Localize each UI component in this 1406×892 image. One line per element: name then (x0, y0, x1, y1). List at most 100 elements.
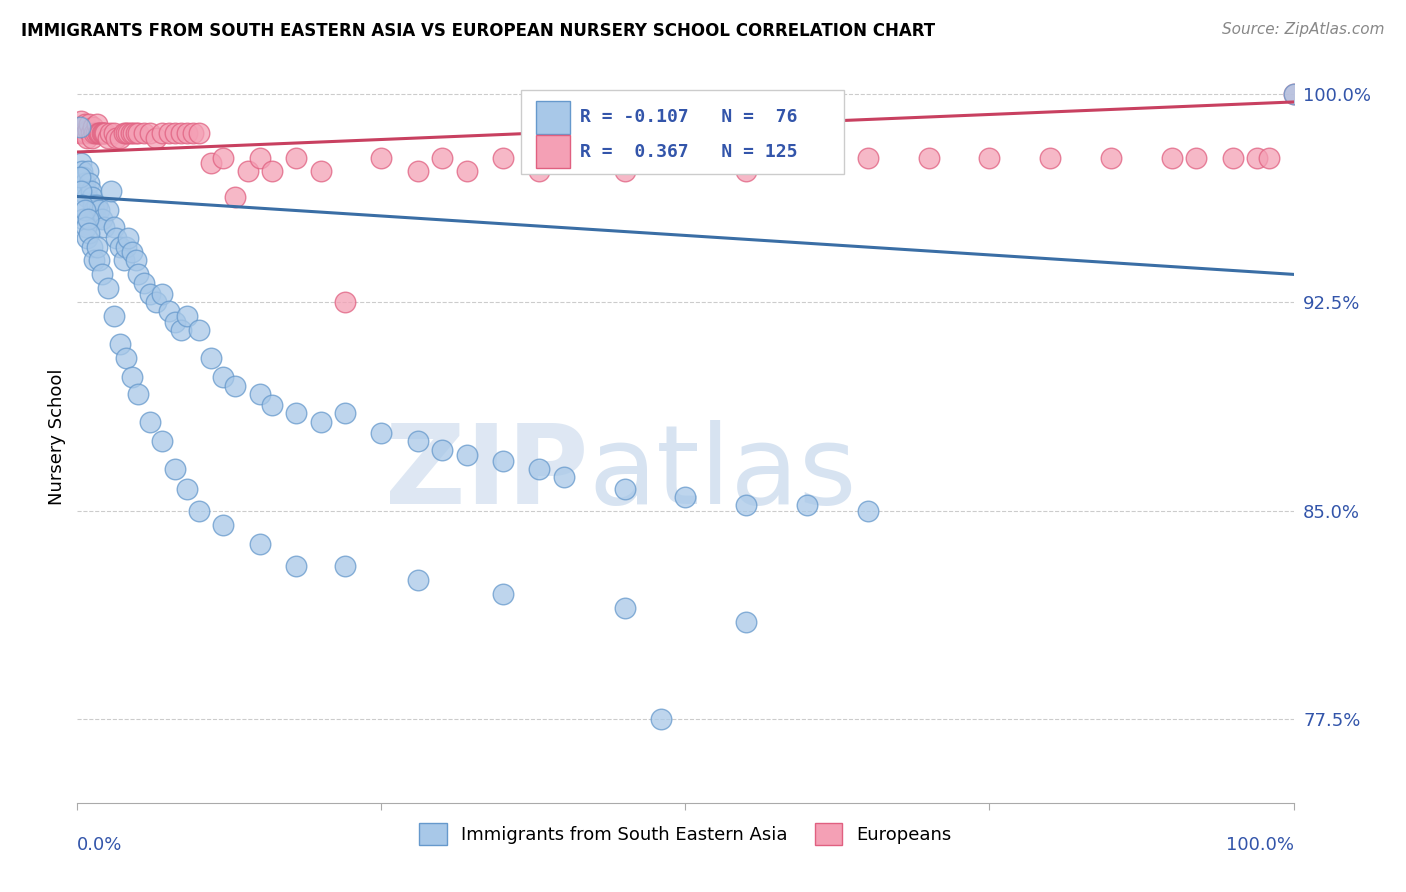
Point (79, 176, 101, 190)
Point (127, 126, 149, 140)
Point (80, 131, 103, 145)
Point (613, 601, 636, 615)
Point (430, 442, 453, 457)
Point (1185, 151, 1208, 165)
Point (236, 164, 259, 178)
Point (979, 151, 1001, 165)
Point (529, 462, 551, 476)
Point (200, 351, 222, 365)
Text: 0.0%: 0.0% (77, 836, 122, 854)
Point (108, 131, 131, 145)
Point (90, 268, 112, 282)
Point (93, 220, 115, 235)
Point (333, 295, 356, 310)
Point (176, 309, 198, 323)
Point (80, 189, 103, 203)
Point (152, 434, 174, 449)
Point (67, 120, 90, 134)
Point (224, 189, 246, 203)
Point (73, 176, 96, 190)
Point (70, 120, 93, 134)
Point (157, 303, 180, 318)
Point (249, 387, 271, 401)
Point (309, 164, 332, 178)
Point (1282, 87, 1305, 101)
FancyBboxPatch shape (536, 101, 569, 134)
Point (105, 231, 128, 245)
FancyBboxPatch shape (536, 136, 569, 169)
Point (176, 482, 198, 496)
Point (87, 126, 110, 140)
Text: atlas: atlas (588, 420, 856, 527)
Point (188, 323, 211, 337)
Point (115, 351, 138, 365)
Text: R = -0.107   N =  76: R = -0.107 N = 76 (579, 109, 797, 127)
Point (406, 574, 429, 588)
Point (90, 126, 112, 140)
Point (675, 490, 697, 504)
Point (80, 126, 103, 140)
Point (152, 126, 174, 140)
Point (212, 517, 235, 532)
Point (134, 126, 156, 140)
Point (918, 151, 941, 165)
Point (100, 184, 122, 198)
Point (97, 203, 120, 218)
Point (796, 151, 818, 165)
Point (103, 126, 125, 140)
Point (1282, 87, 1305, 101)
Point (91, 126, 114, 140)
Point (127, 387, 149, 401)
Point (406, 164, 429, 178)
Point (103, 220, 125, 235)
Point (76, 189, 98, 203)
Point (212, 151, 235, 165)
Point (1039, 151, 1062, 165)
Point (125, 253, 148, 268)
Point (75, 220, 97, 235)
Point (613, 164, 636, 178)
Point (492, 454, 515, 468)
Point (120, 126, 142, 140)
Point (84, 211, 107, 226)
Point (77, 122, 100, 136)
Point (70, 198, 93, 212)
Point (370, 151, 392, 165)
Point (309, 415, 332, 429)
Point (285, 559, 308, 574)
Point (856, 504, 879, 518)
Point (69, 126, 91, 140)
Point (492, 587, 515, 601)
Point (1258, 151, 1281, 165)
Point (83, 203, 105, 218)
Point (69, 120, 91, 134)
Point (145, 295, 167, 310)
Point (117, 126, 139, 140)
Text: 100.0%: 100.0% (1226, 836, 1294, 854)
Point (856, 151, 879, 165)
Point (139, 126, 162, 140)
Point (152, 286, 174, 301)
Point (76, 131, 98, 145)
Point (260, 164, 283, 178)
Text: ZIP: ZIP (385, 420, 588, 527)
Point (80, 239, 103, 253)
Point (89, 126, 111, 140)
Point (98, 126, 121, 140)
Point (224, 378, 246, 392)
Point (139, 415, 162, 429)
Point (94, 126, 117, 140)
Point (285, 406, 308, 420)
Point (121, 245, 143, 260)
Point (735, 164, 758, 178)
Point (89, 253, 111, 268)
Point (553, 151, 575, 165)
FancyBboxPatch shape (522, 90, 844, 174)
Point (72, 126, 94, 140)
Point (121, 370, 143, 384)
Point (796, 498, 818, 512)
Point (406, 434, 429, 449)
Point (163, 315, 186, 329)
Text: IMMIGRANTS FROM SOUTH EASTERN ASIA VS EUROPEAN NURSERY SCHOOL CORRELATION CHART: IMMIGRANTS FROM SOUTH EASTERN ASIA VS EU… (21, 22, 935, 40)
Point (72, 211, 94, 226)
